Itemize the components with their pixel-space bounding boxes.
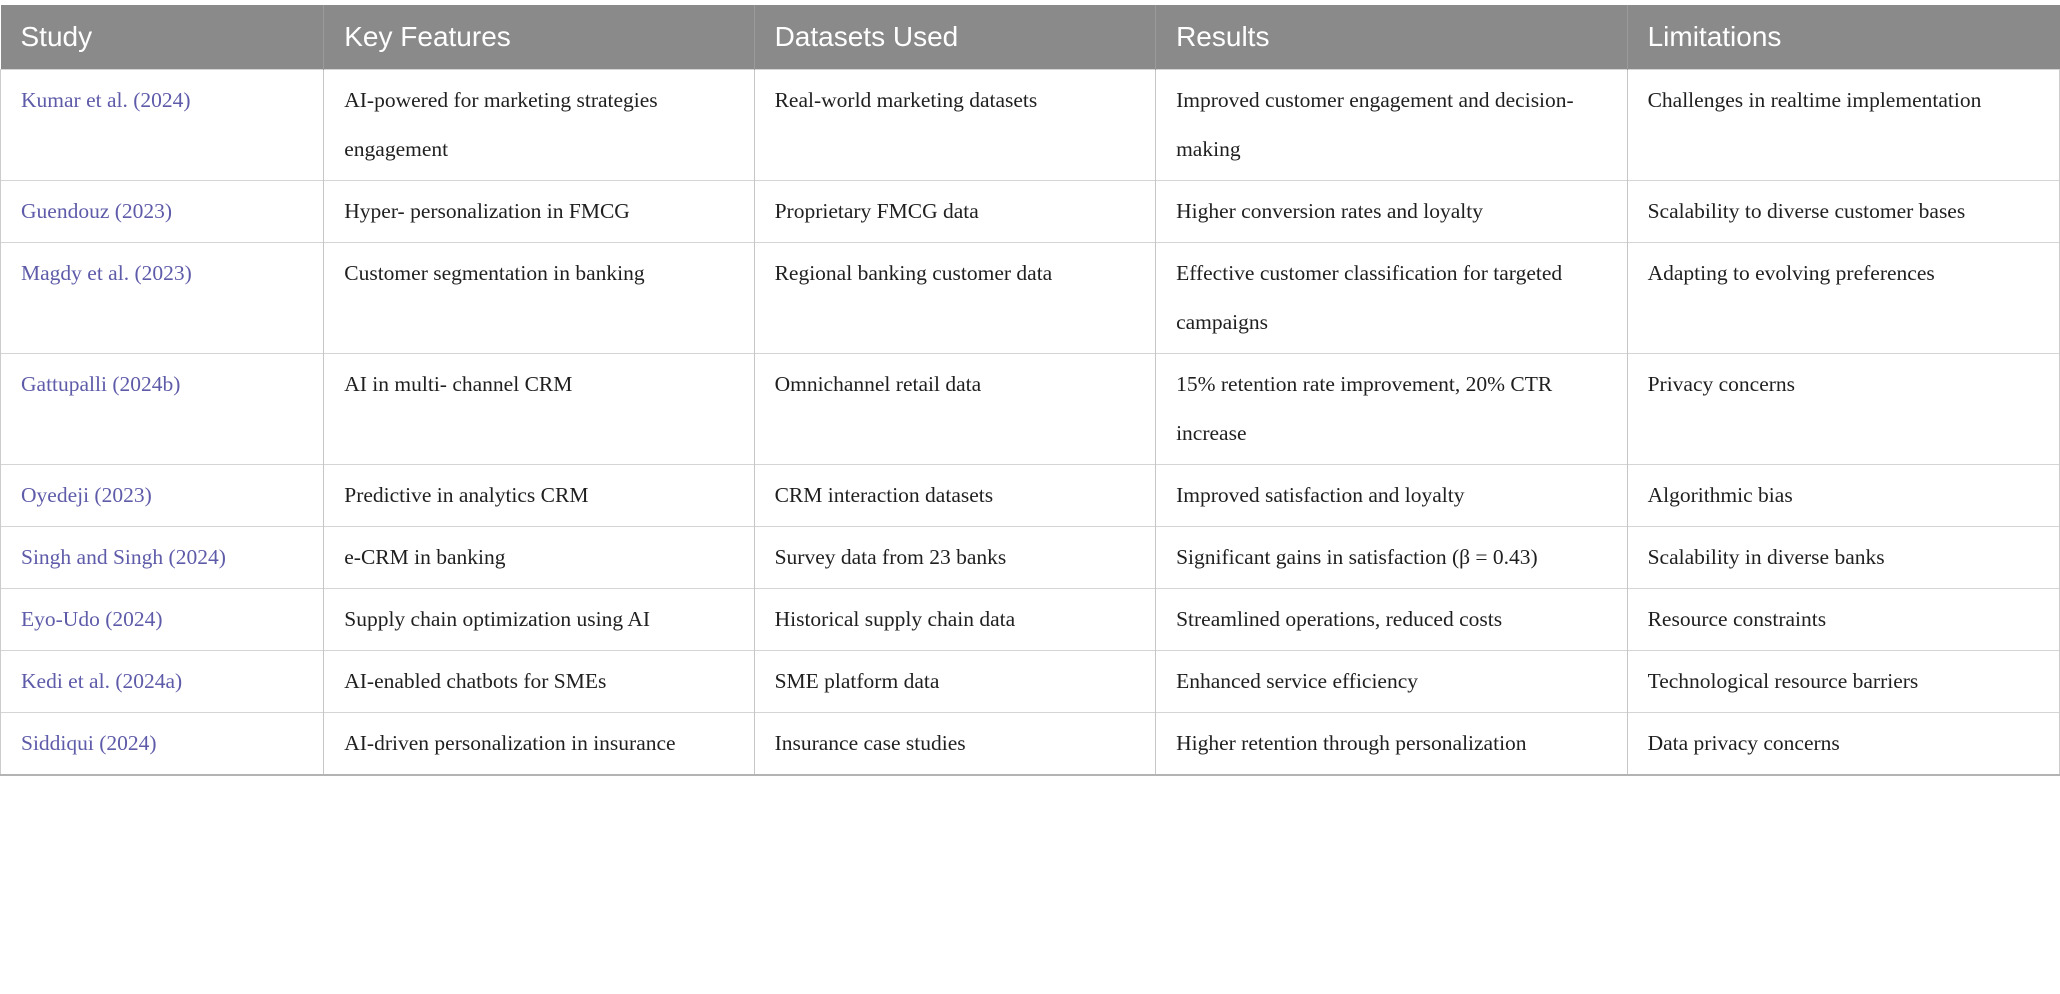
cell-limitations: Technological resource barriers — [1626, 650, 2060, 713]
cell-key-features: Supply chain optimization using AI — [323, 588, 755, 651]
literature-review-table-wrapper: Study Key Features Datasets Used Results… — [0, 5, 2060, 776]
cell-datasets-used: SME platform data — [753, 650, 1156, 713]
cell-results: Effective customer classification for ta… — [1155, 242, 1628, 354]
citation-link[interactable]: Kedi et al. (2024a) — [0, 650, 324, 713]
cell-datasets-used: Insurance case studies — [753, 712, 1156, 775]
cell-datasets-used: Real-world marketing datasets — [753, 69, 1156, 181]
cell-key-features: Predictive in analytics CRM — [323, 464, 755, 527]
cell-datasets-used: Omnichannel retail data — [753, 353, 1156, 465]
cell-limitations: Data privacy concerns — [1626, 712, 2060, 775]
citation-link[interactable]: Gattupalli (2024b) — [0, 353, 324, 465]
column-header-datasets-used: Datasets Used — [753, 5, 1156, 70]
header-row: Study Key Features Datasets Used Results… — [0, 5, 2060, 70]
table-row: Gattupalli (2024b) AI in multi- channel C… — [0, 353, 2060, 465]
cell-limitations: Challenges in realtime implementation — [1626, 69, 2060, 181]
cell-key-features: AI-driven personalization in insurance — [323, 712, 755, 775]
column-header-study: Study — [0, 5, 324, 70]
table-row: Magdy et al. (2023) Customer segmentation… — [0, 242, 2060, 354]
cell-results: Higher conversion rates and loyalty — [1155, 180, 1628, 243]
cell-key-features: e-CRM in banking — [323, 526, 755, 589]
table-header: Study Key Features Datasets Used Results… — [0, 5, 2060, 70]
citation-link[interactable]: Singh and Singh (2024) — [0, 526, 324, 589]
cell-results: 15% retention rate improvement, 20% CTR … — [1155, 353, 1628, 465]
table-row: Eyo-Udo (2024) Supply chain optimization … — [0, 588, 2060, 651]
table-row: Singh and Singh (2024) e-CRM in banking Su… — [0, 526, 2060, 589]
cell-key-features: Customer segmentation in banking — [323, 242, 755, 354]
table-row: Kumar et al. (2024) AI-powered for market… — [0, 69, 2060, 181]
cell-results: Improved customer engagement and decisio… — [1155, 69, 1628, 181]
cell-results: Higher retention through personalization — [1155, 712, 1628, 775]
cell-datasets-used: Survey data from 23 banks — [753, 526, 1156, 589]
table-body: Kumar et al. (2024) AI-powered for market… — [0, 69, 2060, 775]
cell-limitations: Algorithmic bias — [1626, 464, 2060, 527]
cell-results: Improved satisfaction and loyalty — [1155, 464, 1628, 527]
citation-link[interactable]: Guendouz (2023) — [0, 180, 324, 243]
table-row: Kedi et al. (2024a) AI-enabled chatbots f… — [0, 650, 2060, 713]
cell-datasets-used: Regional banking customer data — [753, 242, 1156, 354]
cell-limitations: Scalability to diverse customer bases — [1626, 180, 2060, 243]
citation-link[interactable]: Kumar et al. (2024) — [0, 69, 324, 181]
cell-datasets-used: CRM interaction datasets — [753, 464, 1156, 527]
cell-key-features: AI-enabled chatbots for SMEs — [323, 650, 755, 713]
citation-link[interactable]: Eyo-Udo (2024) — [0, 588, 324, 651]
citation-link[interactable]: Siddiqui (2024) — [0, 712, 324, 775]
cell-datasets-used: Historical supply chain data — [753, 588, 1156, 651]
column-header-limitations: Limitations — [1626, 5, 2060, 70]
cell-limitations: Adapting to evolving preferences — [1626, 242, 2060, 354]
cell-datasets-used: Proprietary FMCG data — [753, 180, 1156, 243]
cell-key-features: Hyper- personalization in FMCG — [323, 180, 755, 243]
cell-key-features: AI in multi- channel CRM — [323, 353, 755, 465]
cell-results: Enhanced service efficiency — [1155, 650, 1628, 713]
cell-key-features: AI-powered for marketing strategies enga… — [323, 69, 755, 181]
literature-review-table: Study Key Features Datasets Used Results… — [0, 5, 2060, 776]
column-header-key-features: Key Features — [323, 5, 755, 70]
citation-link[interactable]: Magdy et al. (2023) — [0, 242, 324, 354]
cell-limitations: Privacy concerns — [1626, 353, 2060, 465]
cell-limitations: Scalability in diverse banks — [1626, 526, 2060, 589]
table-row: Siddiqui (2024) AI-driven personalization… — [0, 712, 2060, 775]
cell-results: Significant gains in satisfaction (β = 0… — [1155, 526, 1628, 589]
cell-results: Streamlined operations, reduced costs — [1155, 588, 1628, 651]
citation-link[interactable]: Oyedeji (2023) — [0, 464, 324, 527]
table-row: Guendouz (2023) Hyper- personalization in… — [0, 180, 2060, 243]
cell-limitations: Resource constraints — [1626, 588, 2060, 651]
table-row: Oyedeji (2023) Predictive in analytics CR… — [0, 464, 2060, 527]
column-header-results: Results — [1155, 5, 1628, 70]
